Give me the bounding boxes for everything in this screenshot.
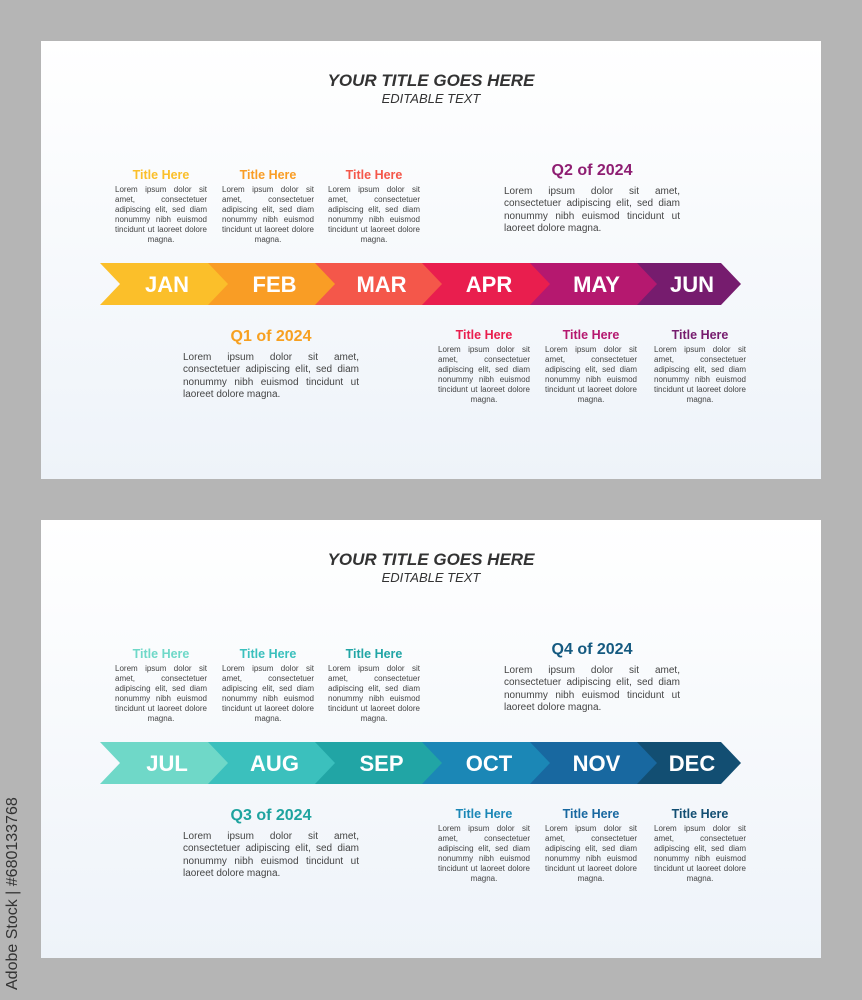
quarter-note: Q1 of 2024 Lorem ipsum dolor sit amet, co… <box>183 328 359 401</box>
month-note: Title Here Lorem ipsum dolor sit amet, co… <box>654 807 746 884</box>
month-chevron-may <box>530 263 657 305</box>
quarter-text: Lorem ipsum dolor sit amet, consectetuer… <box>504 186 680 234</box>
note-text: Lorem ipsum dolor sit amet, consectetuer… <box>654 345 746 404</box>
month-note: Title Here Lorem ipsum dolor sit amet, co… <box>115 647 207 724</box>
month-chevron-sep <box>315 742 442 784</box>
note-text: Lorem ipsum dolor sit amet, consectetuer… <box>115 664 207 723</box>
month-note: Title Here Lorem ipsum dolor sit amet, co… <box>328 647 420 724</box>
note-text: Lorem ipsum dolor sit amet, consectetuer… <box>328 664 420 723</box>
quarter-title: Q3 of 2024 <box>230 807 312 824</box>
month-label: FEB <box>253 272 297 297</box>
month-label: NOV <box>573 751 621 776</box>
month-note: Title Here Lorem ipsum dolor sit amet, co… <box>654 328 746 405</box>
month-label: AUG <box>250 751 299 776</box>
month-chevron-oct <box>422 742 550 784</box>
month-label: MAR <box>356 272 406 297</box>
note-text: Lorem ipsum dolor sit amet, consectetuer… <box>545 824 637 883</box>
note-title: Title Here <box>345 647 403 661</box>
quarter-text: Lorem ipsum dolor sit amet, consectetuer… <box>183 352 359 400</box>
note-title: Title Here <box>671 807 729 821</box>
month-note: Title Here Lorem ipsum dolor sit amet, co… <box>545 807 637 884</box>
note-title: Title Here <box>239 168 297 182</box>
month-label: DEC <box>669 751 716 776</box>
month-note: Title Here Lorem ipsum dolor sit amet, co… <box>222 168 314 245</box>
note-text: Lorem ipsum dolor sit amet, consectetuer… <box>328 185 420 244</box>
month-label: JUL <box>146 751 188 776</box>
note-text: Lorem ipsum dolor sit amet, consectetuer… <box>222 185 314 244</box>
month-chevron-jan <box>100 263 228 305</box>
note-title: Title Here <box>455 328 513 342</box>
month-label: OCT <box>466 751 513 776</box>
month-label: MAY <box>573 272 620 297</box>
month-chevron-dec <box>637 742 741 784</box>
note-text: Lorem ipsum dolor sit amet, consectetuer… <box>438 824 530 883</box>
note-title: Title Here <box>562 328 620 342</box>
month-label: APR <box>466 272 513 297</box>
month-chevron-apr <box>422 263 550 305</box>
note-title: Title Here <box>671 328 729 342</box>
month-chevron-jul <box>100 742 228 784</box>
panel-title: YOUR TITLE GOES HERE <box>327 71 535 90</box>
timeline-panel: YOUR TITLE GOES HERE EDITABLE TEXT DEC NOV O… <box>41 520 821 958</box>
month-label: JAN <box>145 272 189 297</box>
quarter-text: Lorem ipsum dolor sit amet, consectetuer… <box>504 665 680 713</box>
note-text: Lorem ipsum dolor sit amet, consectetuer… <box>654 824 746 883</box>
month-note: Title Here Lorem ipsum dolor sit amet, co… <box>222 647 314 724</box>
quarter-title: Q1 of 2024 <box>230 328 312 345</box>
month-chevron-mar <box>315 263 442 305</box>
panel-subtitle: EDITABLE TEXT <box>381 91 481 106</box>
note-text: Lorem ipsum dolor sit amet, consectetuer… <box>438 345 530 404</box>
timeline-panel: YOUR TITLE GOES HERE EDITABLE TEXT JUN MAY A… <box>41 41 821 479</box>
quarter-title: Q2 of 2024 <box>551 162 633 179</box>
quarter-note: Q2 of 2024 Lorem ipsum dolor sit amet, co… <box>504 162 680 235</box>
quarter-note: Q4 of 2024 Lorem ipsum dolor sit amet, co… <box>504 641 680 714</box>
note-text: Lorem ipsum dolor sit amet, consectetuer… <box>545 345 637 404</box>
month-arrow-bar: DEC NOV OCT SEP AUG JUL <box>100 742 741 784</box>
note-title: Title Here <box>132 168 190 182</box>
month-chevron-nov <box>530 742 657 784</box>
month-arrow-bar: JUN MAY APR MAR FEB JAN <box>100 263 741 305</box>
month-label: SEP <box>359 751 403 776</box>
note-title: Title Here <box>239 647 297 661</box>
month-note: Title Here Lorem ipsum dolor sit amet, co… <box>115 168 207 245</box>
month-label: JUN <box>670 272 714 297</box>
note-text: Lorem ipsum dolor sit amet, consectetuer… <box>115 185 207 244</box>
note-title: Title Here <box>132 647 190 661</box>
stock-watermark: Adobe Stock | #680133768 <box>4 797 21 990</box>
month-note: Title Here Lorem ipsum dolor sit amet, co… <box>438 328 530 405</box>
note-title: Title Here <box>562 807 620 821</box>
quarter-title: Q4 of 2024 <box>551 641 633 658</box>
month-chevron-jun <box>637 263 741 305</box>
month-chevron-feb <box>208 263 335 305</box>
quarter-text: Lorem ipsum dolor sit amet, consectetuer… <box>183 831 359 879</box>
note-title: Title Here <box>345 168 403 182</box>
month-chevron-aug <box>208 742 335 784</box>
note-text: Lorem ipsum dolor sit amet, consectetuer… <box>222 664 314 723</box>
month-note: Title Here Lorem ipsum dolor sit amet, co… <box>328 168 420 245</box>
panel-title: YOUR TITLE GOES HERE <box>327 550 535 569</box>
quarter-note: Q3 of 2024 Lorem ipsum dolor sit amet, co… <box>183 807 359 880</box>
month-note: Title Here Lorem ipsum dolor sit amet, co… <box>438 807 530 884</box>
note-title: Title Here <box>455 807 513 821</box>
panel-subtitle: EDITABLE TEXT <box>381 570 481 585</box>
month-note: Title Here Lorem ipsum dolor sit amet, co… <box>545 328 637 405</box>
